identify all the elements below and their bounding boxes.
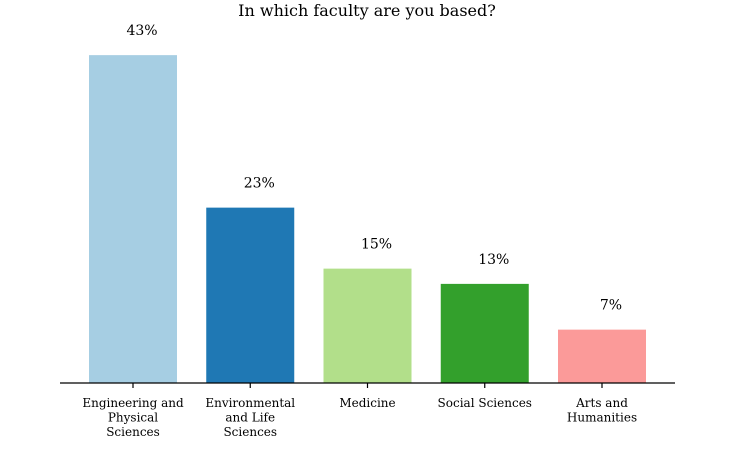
bars-layer	[89, 55, 646, 384]
x-ticks-layer: Engineering and Physical SciencesEnvironme…	[82, 383, 637, 439]
x-tick-label-line: Arts and	[575, 396, 628, 410]
x-tick-label-1: Environmental and Life Sciences	[205, 396, 295, 439]
x-tick-label-line: Medicine	[339, 396, 395, 410]
x-tick-label-line: Sciences	[106, 425, 160, 439]
data-label-1: 23%	[244, 176, 275, 192]
bar-4	[558, 329, 646, 384]
data-label-3: 13%	[478, 252, 509, 268]
bar-1	[206, 207, 295, 384]
data-label-4: 7%	[600, 298, 622, 314]
x-tick-label-line: Physical	[108, 411, 158, 425]
x-tick-label-line: Environmental	[205, 396, 295, 410]
x-tick-label-2: Medicine	[339, 396, 395, 410]
data-labels-layer: 43% 23% 15% 13% 7%	[126, 23, 622, 314]
x-tick-label-line: and Life	[225, 411, 275, 425]
bar-2	[323, 268, 412, 384]
x-tick-label-line: Social Sciences	[438, 396, 532, 410]
x-tick-label-line: Sciences	[223, 425, 277, 439]
data-label-0: 43%	[126, 23, 157, 39]
data-label-2: 15%	[361, 237, 392, 253]
bar-0	[89, 55, 177, 384]
x-tick-label-0: Engineering and Physical Sciences	[82, 396, 184, 439]
x-tick-label-3: Social Sciences	[438, 396, 532, 410]
chart-title: In which faculty are you based?	[238, 1, 496, 20]
x-tick-label-line: Engineering and	[82, 396, 184, 410]
bar-3	[440, 283, 529, 384]
x-tick-label-4: Arts and Humanities	[567, 396, 637, 425]
x-tick-label-line: Humanities	[567, 411, 637, 425]
